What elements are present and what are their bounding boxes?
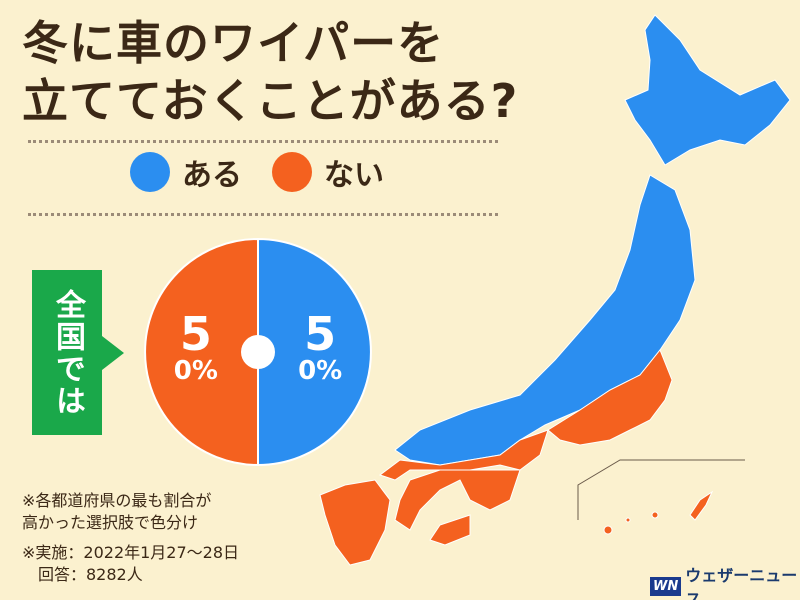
divider bbox=[28, 213, 498, 216]
value-label: 50% bbox=[173, 307, 218, 387]
legend-item: ある bbox=[130, 150, 242, 194]
legend-swatch bbox=[272, 152, 312, 192]
logo: WN ウェザーニュース bbox=[650, 562, 800, 600]
inset-frame bbox=[577, 459, 745, 520]
region-tag: 全国では bbox=[32, 270, 102, 435]
japan-map bbox=[319, 14, 791, 566]
pie-hole bbox=[241, 335, 275, 369]
logo-mark: WN bbox=[650, 576, 682, 596]
tag-arrow bbox=[102, 336, 124, 370]
legend-label: ない bbox=[324, 158, 384, 193]
pie-slice bbox=[257, 237, 372, 467]
legend-label: ある bbox=[182, 158, 242, 193]
title: 冬に車のワイパーを 立てておくことがある? bbox=[22, 16, 519, 128]
legend-item: ない bbox=[272, 150, 384, 194]
pie bbox=[144, 237, 372, 467]
value-label: 50% bbox=[298, 307, 343, 387]
logo-text: ウェザーニュース bbox=[685, 566, 798, 600]
pie-slice bbox=[144, 237, 259, 467]
note: ※実施：2022年1月27～28日 bbox=[22, 543, 240, 562]
divider bbox=[28, 140, 498, 143]
legend-swatch bbox=[130, 152, 170, 192]
note: ※各都道府県の最も割合が 高かった選択肢で色分け bbox=[22, 491, 212, 532]
note: 回答：8282人 bbox=[38, 565, 143, 584]
